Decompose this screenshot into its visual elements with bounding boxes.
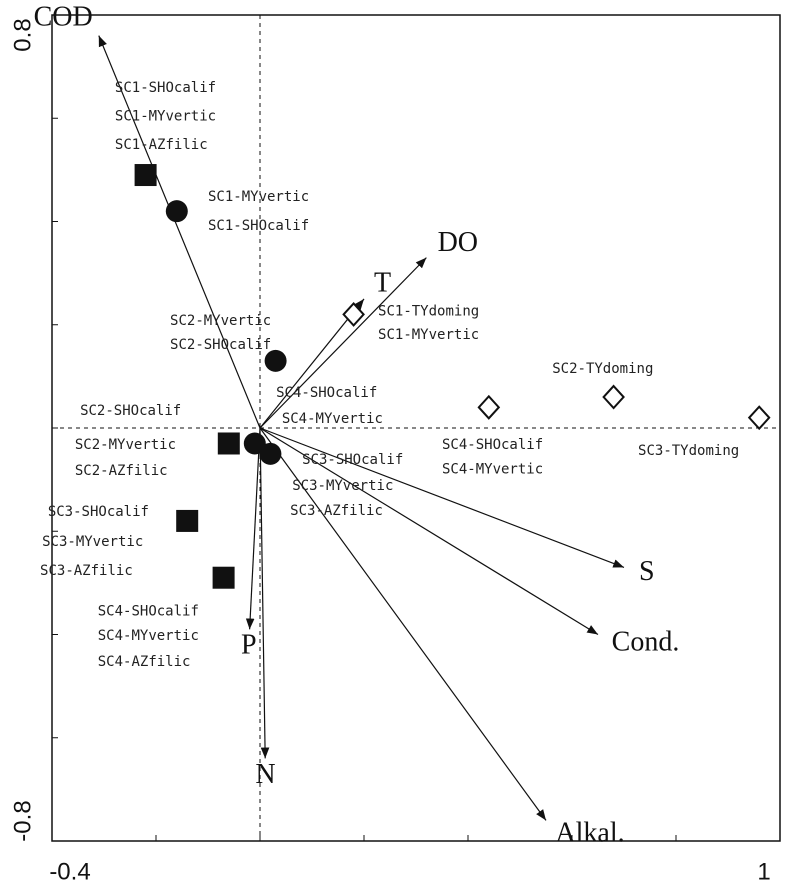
vector-label: N bbox=[255, 759, 275, 790]
sample-square bbox=[217, 432, 240, 455]
sample-label: SC2-MYvertic bbox=[75, 437, 176, 453]
x-tick-label: -0.4 bbox=[49, 858, 90, 885]
sample-label: SC3-MYvertic bbox=[42, 534, 143, 550]
sample-label: SC3-SHOcalif bbox=[302, 452, 403, 468]
sample-label: SC1-MYvertic bbox=[115, 109, 216, 125]
x-tick-label: 1 bbox=[757, 858, 770, 885]
sample-label: SC1-MYvertic bbox=[378, 327, 479, 343]
sample-circle bbox=[243, 432, 266, 455]
sample-label: SC4-AZfilic bbox=[98, 654, 191, 670]
env-vector bbox=[259, 298, 365, 429]
vector-label: Alkal. bbox=[555, 817, 624, 848]
env-vector bbox=[259, 257, 427, 429]
y-tick-label: -0.8 bbox=[9, 800, 36, 841]
sample-square bbox=[134, 164, 157, 187]
env-vector bbox=[245, 427, 261, 630]
sample-label: SC1-AZfilic bbox=[115, 137, 208, 153]
sample-label: SC4-SHOcalif bbox=[276, 385, 377, 401]
sample-circle bbox=[259, 442, 282, 465]
env-vector bbox=[259, 427, 599, 636]
sample-label: SC4-MYvertic bbox=[442, 461, 543, 477]
sample-diamond bbox=[477, 394, 501, 420]
sample-label: SC4-SHOcalif bbox=[98, 603, 199, 619]
env-vector bbox=[98, 35, 261, 429]
sample-diamond bbox=[342, 301, 365, 327]
env-vector bbox=[259, 427, 270, 759]
sample-circle bbox=[264, 349, 287, 372]
sample-label: SC4-SHOcalif bbox=[442, 437, 543, 453]
sample-square bbox=[176, 509, 199, 532]
sample-square bbox=[212, 566, 235, 589]
vector-label: DO bbox=[438, 227, 478, 258]
sample-label: SC4-MYvertic bbox=[282, 411, 383, 427]
sample-label: SC2-TYdoming bbox=[552, 361, 653, 377]
vector-label: T bbox=[374, 267, 391, 298]
sample-label: SC3-MYvertic bbox=[292, 478, 393, 494]
sample-label: SC1-SHOcalif bbox=[115, 80, 216, 96]
sample-label: SC3-SHOcalif bbox=[48, 504, 149, 520]
sample-label: SC2-AZfilic bbox=[75, 463, 168, 479]
sample-label: SC2-SHOcalif bbox=[170, 337, 271, 353]
sample-label: SC1-SHOcalif bbox=[208, 218, 309, 234]
sample-label: SC2-SHOcalif bbox=[80, 403, 181, 419]
sample-label: SC4-MYvertic bbox=[98, 628, 199, 644]
vector-label: S bbox=[639, 556, 655, 587]
vector-label: P bbox=[241, 630, 257, 661]
sample-diamond bbox=[747, 405, 771, 431]
env-vector bbox=[259, 427, 625, 568]
y-tick-label: 0.8 bbox=[9, 18, 36, 51]
sample-diamond bbox=[602, 384, 625, 410]
sample-label: SC3-TYdoming bbox=[638, 443, 739, 459]
sample-label: SC2-MYvertic bbox=[170, 313, 271, 329]
sample-label: SC1-TYdoming bbox=[378, 303, 479, 319]
vector-label: Cond. bbox=[612, 626, 680, 657]
env-vector bbox=[259, 427, 547, 821]
sample-circle bbox=[165, 200, 188, 223]
sample-label: SC3-AZfilic bbox=[40, 563, 133, 579]
sample-label: SC3-AZfilic bbox=[290, 503, 383, 519]
vector-label: COD bbox=[34, 1, 93, 32]
sample-label: SC1-MYvertic bbox=[208, 189, 309, 205]
